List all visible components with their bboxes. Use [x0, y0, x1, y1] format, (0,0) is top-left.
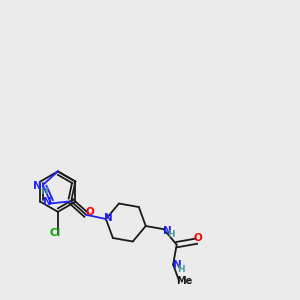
Text: N: N: [164, 226, 172, 236]
Text: Me: Me: [176, 276, 193, 286]
Text: N: N: [33, 182, 42, 191]
Text: N: N: [172, 260, 182, 270]
Text: H: H: [177, 266, 184, 274]
Text: N: N: [43, 196, 52, 207]
Text: O: O: [194, 232, 203, 243]
Text: N: N: [104, 213, 113, 223]
Text: Cl: Cl: [50, 229, 61, 238]
Text: O: O: [85, 207, 94, 217]
Text: H: H: [168, 230, 175, 239]
Text: H: H: [40, 187, 48, 196]
